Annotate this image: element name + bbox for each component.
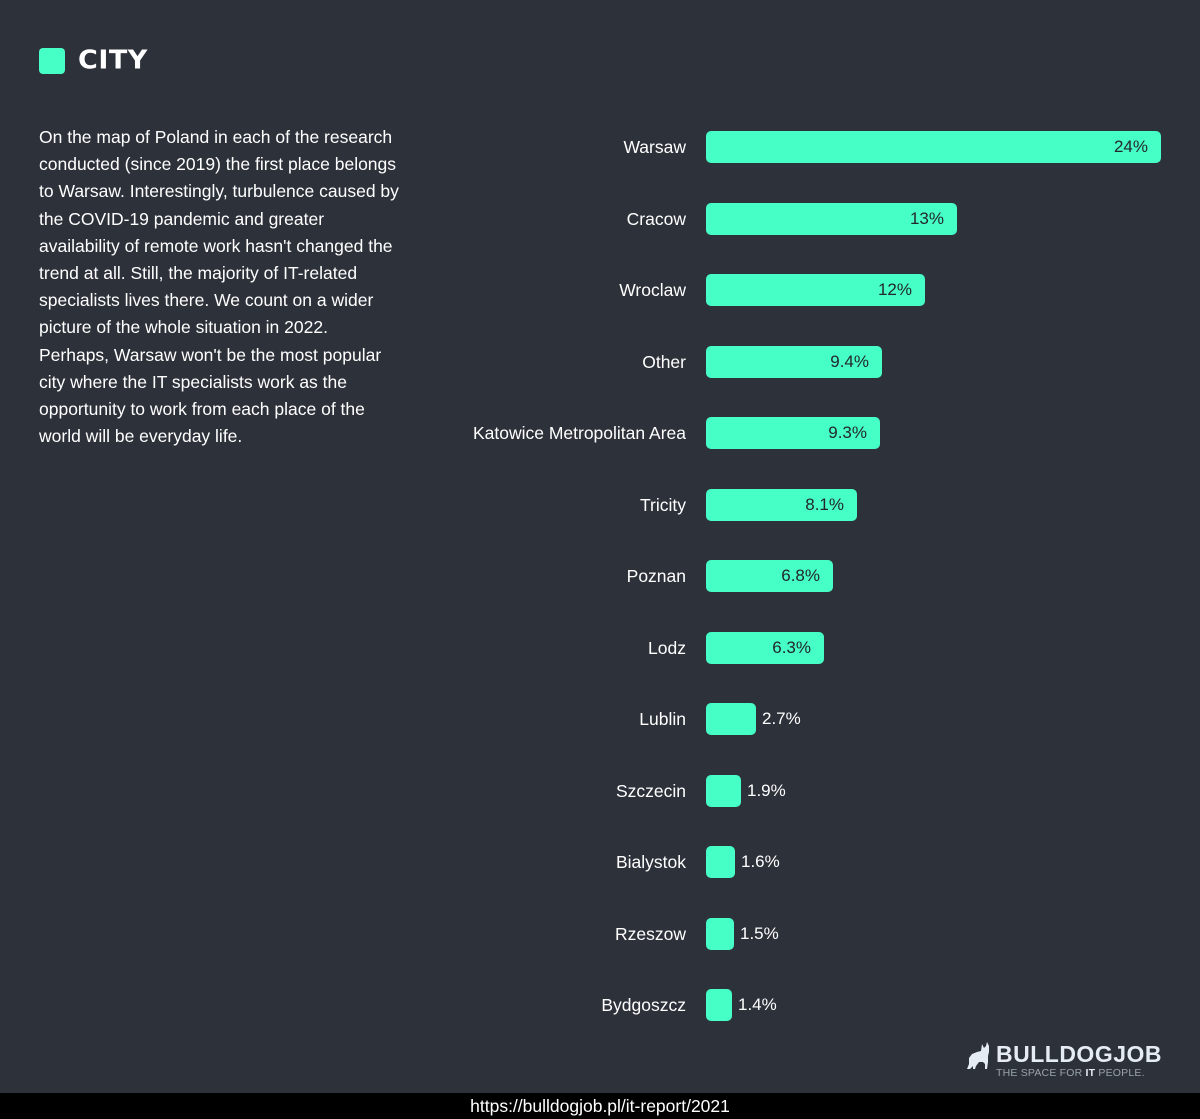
section-title: CITY xyxy=(78,45,148,76)
value-label: 1.6% xyxy=(741,852,780,871)
value-label: 9.3% xyxy=(828,423,867,442)
category-label: Warsaw xyxy=(623,137,686,157)
bar: 13% xyxy=(706,202,957,235)
accent-square-icon xyxy=(39,48,65,74)
chart-row: Szczecin 1.9% xyxy=(0,774,1200,807)
category-label: Katowice Metropolitan Area xyxy=(472,423,686,443)
value-label: 1.5% xyxy=(740,923,779,943)
bar: 9.4% xyxy=(706,345,882,378)
bar: 6.3% xyxy=(706,631,824,664)
logo-tagline: THE SPACE FOR IT PEOPLE. xyxy=(996,1067,1145,1079)
chart-row: Lodz 6.3% xyxy=(0,631,1200,664)
value-label: 8.1% xyxy=(805,494,844,514)
chart-row: Bialystok 1.6% xyxy=(0,846,1200,878)
value-label: 13% xyxy=(909,208,944,228)
value-label: 6.3% xyxy=(772,637,811,657)
bar xyxy=(706,703,756,735)
chart-row: Katowice Metropolitan Area 9.3% xyxy=(0,417,1200,449)
category-label: Wroclaw xyxy=(619,280,686,300)
chart-row: Rzeszow 1.5% xyxy=(0,917,1200,950)
bar: 12% xyxy=(706,274,925,306)
value-label: 1.9% xyxy=(747,780,786,800)
value-label: 1.4% xyxy=(738,995,777,1014)
value-label: 24% xyxy=(1113,137,1148,156)
category-label: Tricity xyxy=(639,494,686,515)
value-label: 9.4% xyxy=(830,351,869,371)
category-label: Bydgoszcz xyxy=(601,995,686,1015)
bar-chart: Warsaw 24% Cracow 13% Wroclaw 12% Other 9.4% Kat… xyxy=(0,131,1200,1021)
section-header: CITY xyxy=(39,47,148,75)
bar: 8.1% xyxy=(706,488,857,521)
category-label: Poznan xyxy=(626,566,686,586)
bar: 6.8% xyxy=(706,560,833,592)
category-label: Lublin xyxy=(639,709,686,729)
value-label: 12% xyxy=(877,280,912,299)
bar xyxy=(706,917,734,950)
category-label: Lodz xyxy=(648,637,686,658)
footer-url-bar: https://bulldogjob.pl/it-report/2021 xyxy=(0,1093,1200,1119)
category-label: Bialystok xyxy=(615,852,686,872)
bulldogjob-logo: BULLDOGJOB THE SPACE FOR IT PEOPLE. xyxy=(966,1042,1162,1079)
chart-row: Cracow 13% xyxy=(0,202,1200,235)
bar xyxy=(706,846,735,878)
category-label: Other xyxy=(642,351,686,372)
bar xyxy=(706,774,741,807)
category-label: Cracow xyxy=(626,208,686,229)
value-label: 2.7% xyxy=(762,709,801,728)
description-text: On the map of Poland in each of the rese… xyxy=(39,127,399,447)
chart-row: Bydgoszcz 1.4% xyxy=(0,989,1200,1021)
bar: 24% xyxy=(706,131,1161,163)
chart-row: Poznan 6.8% xyxy=(0,560,1200,592)
value-label: 6.8% xyxy=(781,566,820,585)
bar: 9.3% xyxy=(706,417,880,449)
chart-row: Wroclaw 12% xyxy=(0,274,1200,306)
chart-row: Lublin 2.7% xyxy=(0,703,1200,735)
source-url: https://bulldogjob.pl/it-report/2021 xyxy=(470,1096,730,1116)
chart-row: Tricity 8.1% xyxy=(0,488,1200,521)
category-label: Szczecin xyxy=(615,780,686,801)
bulldog-icon xyxy=(967,1042,989,1069)
chart-row: Other 9.4% xyxy=(0,345,1200,378)
bar xyxy=(706,989,732,1021)
logo-name: BULLDOGJOB xyxy=(996,1041,1162,1067)
category-label: Rzeszow xyxy=(615,923,686,944)
chart-row: Warsaw 24% xyxy=(0,131,1200,163)
